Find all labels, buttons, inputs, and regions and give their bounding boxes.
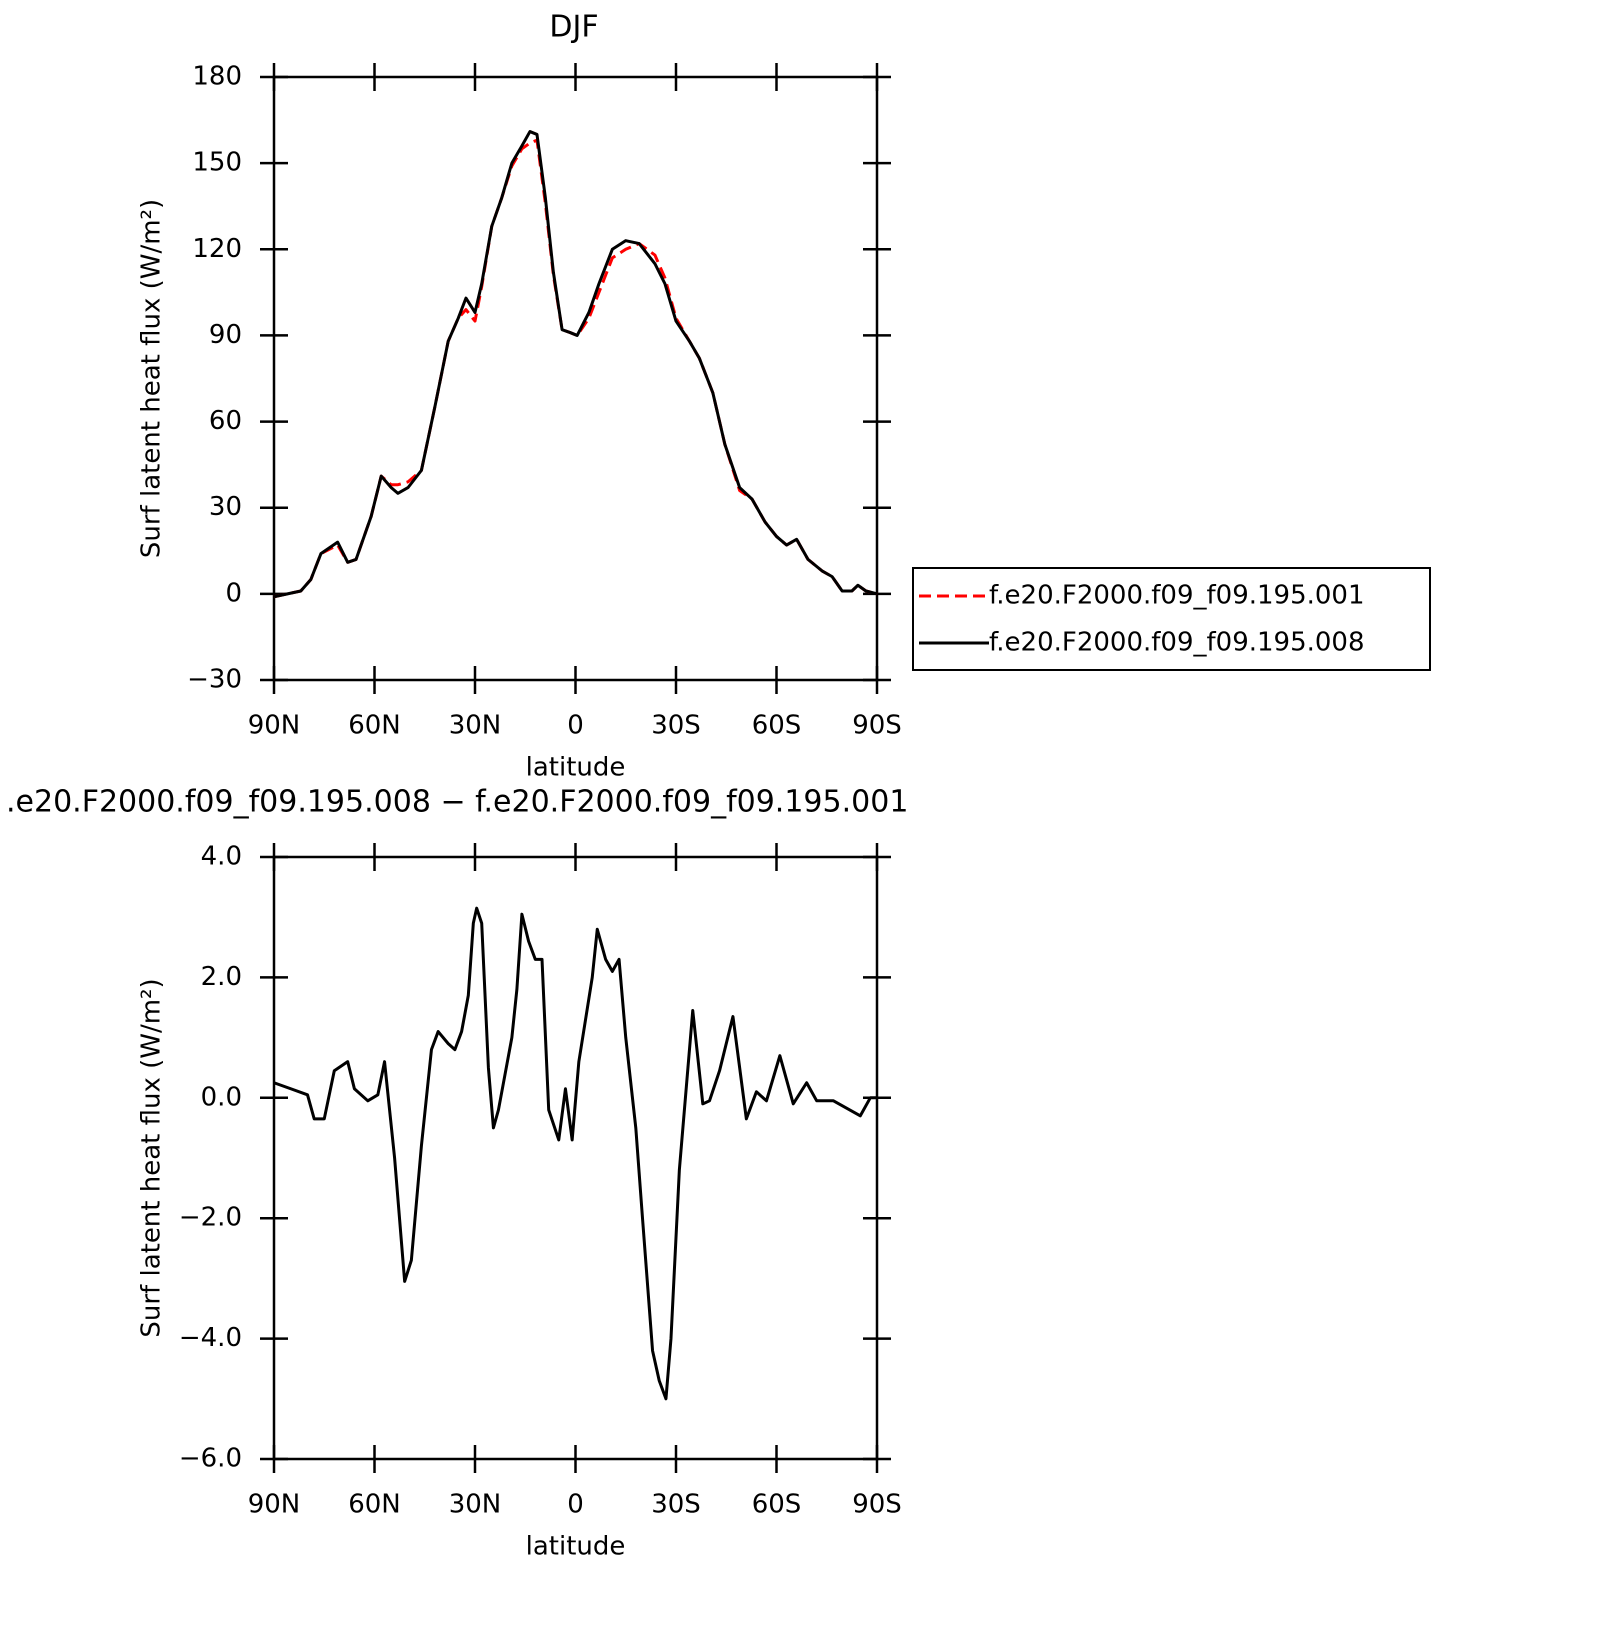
y-axis-label: Surf latent heat flux (W/m²) — [137, 978, 167, 1337]
line-series — [273, 130, 878, 599]
y-tick-label: −4.0 — [179, 1323, 242, 1353]
y-tick-label: 4.0 — [201, 842, 242, 872]
x-tick-label: 90S — [852, 1490, 902, 1520]
legend-label: f.e20.F2000.f09_f09.195.008 — [989, 628, 1365, 658]
y-tick-label: 0 — [225, 578, 242, 608]
y-tick-label: 2.0 — [201, 962, 242, 992]
plot-frame — [272, 855, 879, 1461]
y-tick-label: −2.0 — [179, 1203, 242, 1233]
x-tick-label: 0 — [567, 711, 584, 741]
y-tick-label: 180 — [192, 62, 242, 92]
x-axis-label: latitude — [526, 753, 626, 783]
y-axis-label: Surf latent heat flux (W/m²) — [137, 199, 167, 558]
y-tick-label: 60 — [209, 406, 242, 436]
x-tick-label: 60N — [348, 711, 401, 741]
x-tick-label: 0 — [567, 1490, 584, 1520]
x-tick-label: 90S — [852, 711, 902, 741]
y-tick-label: 30 — [209, 492, 242, 522]
plot-frame — [272, 75, 879, 682]
x-tick-label: 30S — [651, 1490, 701, 1520]
x-tick-label: 30N — [449, 1490, 502, 1520]
y-tick-label: 150 — [192, 148, 242, 178]
chart-title: DJF — [549, 10, 598, 45]
legend-label: f.e20.F2000.f09_f09.195.001 — [989, 581, 1365, 611]
y-tick-label: −6.0 — [179, 1444, 242, 1474]
x-tick-label: 60N — [348, 1490, 401, 1520]
x-axis-label: latitude — [526, 1532, 626, 1562]
y-tick-label: −30 — [187, 665, 242, 695]
line-series — [273, 138, 878, 599]
y-tick-label: 120 — [192, 234, 242, 264]
line-series — [273, 906, 877, 1401]
x-tick-label: 60S — [752, 1490, 802, 1520]
x-tick-label: 60S — [752, 711, 802, 741]
y-tick-label: 90 — [209, 320, 242, 350]
x-tick-label: 30S — [651, 711, 701, 741]
y-tick-label: 0.0 — [201, 1082, 242, 1112]
x-tick-label: 30N — [449, 711, 502, 741]
legend-box — [912, 567, 1431, 671]
x-tick-label: 90N — [248, 1490, 301, 1520]
chart-title: .e20.F2000.f09_f09.195.008 − f.e20.F2000… — [6, 785, 908, 820]
x-tick-label: 90N — [248, 711, 301, 741]
